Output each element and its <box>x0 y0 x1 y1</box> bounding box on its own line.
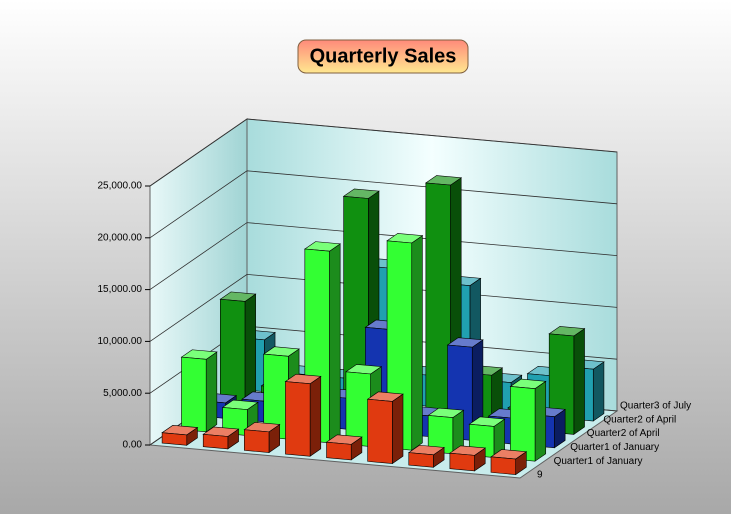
bar-front <box>161 432 188 446</box>
grid-line <box>149 170 618 239</box>
bar <box>490 449 528 476</box>
bar-front <box>244 429 270 453</box>
bar-front <box>345 371 371 447</box>
y-tick-label: 25,000.00 <box>98 181 143 192</box>
grid-line <box>149 222 618 290</box>
bar-side <box>309 375 322 457</box>
depth-label: 9 <box>537 470 543 481</box>
bar <box>325 434 363 461</box>
bar <box>284 373 322 457</box>
depth-label: Quarter2 of April <box>587 428 660 439</box>
depth-label: Quarter1 of January <box>570 442 659 453</box>
bar-side <box>573 328 585 435</box>
bar-side <box>592 361 605 422</box>
bar-front <box>408 452 434 468</box>
bar-front <box>263 353 289 440</box>
y-tick-label: 10,000.00 <box>98 336 143 347</box>
bar-side <box>411 235 423 451</box>
title-box <box>297 39 469 74</box>
bar <box>180 349 218 433</box>
bar-side <box>534 380 547 462</box>
bar-front <box>220 298 246 406</box>
plot: 0.00 5,000.00 10,000.00 15,000.00 20,000.00 2… <box>98 118 691 481</box>
bar-front <box>181 356 207 433</box>
bar <box>366 391 404 465</box>
bar-side <box>244 293 256 406</box>
bar-side <box>392 393 404 465</box>
bar <box>449 445 487 472</box>
chart-title: Quarterly Sales <box>310 45 457 67</box>
grid-line <box>149 118 618 187</box>
y-tick-label: 15,000.00 <box>98 284 143 295</box>
bar-front <box>490 456 516 475</box>
bar <box>468 416 506 459</box>
depth-label: Quarter2 of April <box>603 414 676 425</box>
bar-front <box>367 398 393 464</box>
depth-label: Quarter1 of January <box>554 456 643 467</box>
bar <box>407 444 445 468</box>
bar <box>427 407 465 455</box>
bar <box>509 378 547 462</box>
depth-label: Quarter3 of July <box>620 401 691 412</box>
bar-front <box>427 415 454 455</box>
bar-side <box>205 351 218 433</box>
bar-front <box>285 381 311 457</box>
bar-front <box>202 433 229 450</box>
bar <box>243 421 281 454</box>
y-tick-label: 5,000.00 <box>103 388 142 399</box>
bar-side <box>329 243 341 444</box>
grid-line <box>149 273 618 342</box>
bar-front <box>449 452 475 472</box>
bar <box>202 426 240 450</box>
bar <box>161 425 199 446</box>
y-tick-label: 20,000.00 <box>98 232 143 243</box>
bar-front <box>510 386 536 462</box>
y-tick-label: 0.00 <box>123 440 143 451</box>
bar <box>219 291 257 406</box>
bar-front <box>326 441 352 461</box>
bar-front <box>425 182 451 424</box>
